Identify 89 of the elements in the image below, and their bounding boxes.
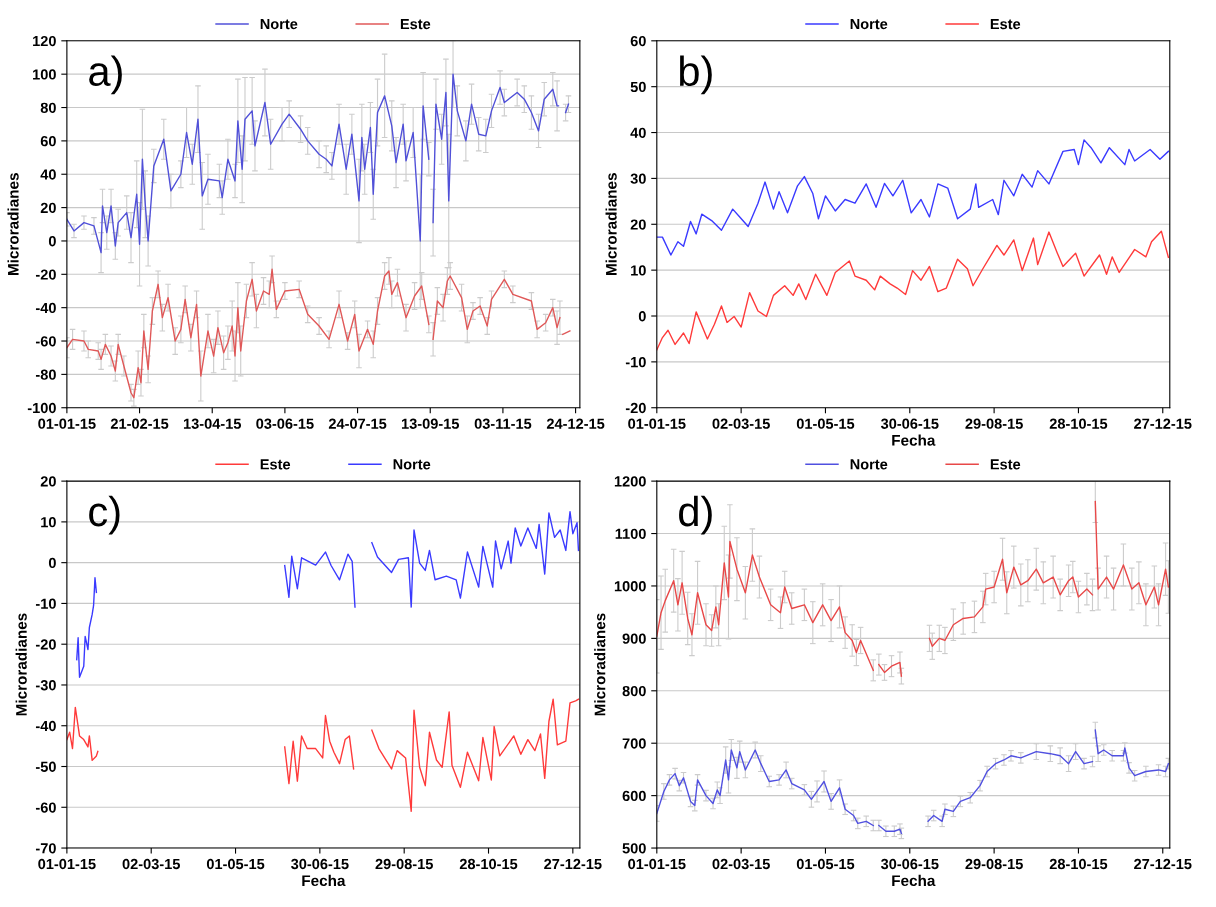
x-tick-label: 29-08-15 (965, 418, 1023, 429)
y-tick-label: -20 (625, 402, 646, 414)
x-tick-label: 24-07-15 (328, 418, 387, 429)
y-tick-label: -20 (35, 639, 56, 650)
y-tick-label: 1000 (614, 581, 646, 592)
y-tick-label: 0 (48, 557, 56, 569)
x-tick-label: 03-06-15 (256, 418, 314, 429)
y-tick-label: 60 (630, 35, 646, 47)
x-tick-label: 13-04-15 (183, 418, 242, 429)
legend-label: Norte (850, 19, 888, 30)
line-series (656, 139, 1170, 256)
x-tick-label: 27-12-15 (1134, 418, 1192, 429)
x-tick-label: 21-02-15 (110, 418, 169, 429)
y-tick-label: 40 (630, 127, 646, 138)
y-tick-label: -50 (35, 761, 56, 772)
x-tick-label: 02-03-15 (122, 858, 180, 870)
y-tick-label: -10 (625, 356, 646, 368)
y-axis-title: Microradianes (605, 173, 617, 276)
y-tick-label: 800 (622, 685, 646, 697)
x-tick-label: 01-05-15 (796, 418, 855, 429)
legend-label: Este (260, 459, 291, 470)
y-tick-label: -100 (27, 402, 56, 414)
y-tick-label: -80 (35, 369, 56, 380)
legend-label: Este (990, 19, 1021, 30)
y-tick-label: 0 (48, 236, 56, 247)
x-axis-title: Fecha (302, 874, 346, 887)
annotation: d) (679, 495, 712, 535)
y-tick-label: -10 (35, 598, 56, 609)
x-tick-label: 01-01-15 (628, 418, 686, 429)
legend-label: Norte (850, 459, 888, 470)
y-tick-label: -70 (35, 843, 56, 854)
y-tick-label: 0 (638, 311, 646, 322)
y-tick-label: 120 (33, 35, 56, 47)
y-tick-label: 20 (40, 476, 56, 487)
y-tick-label: 80 (40, 102, 56, 113)
y-tick-label: -30 (35, 680, 56, 691)
y-tick-label: 1100 (615, 528, 646, 539)
x-tick-label: 28-10-15 (459, 858, 518, 870)
x-tick-label: 27-12-15 (544, 858, 602, 870)
annotation: b) (680, 55, 712, 95)
y-tick-label: 50 (630, 81, 646, 93)
x-axis-title: Fecha (892, 434, 936, 446)
y-tick-label: 30 (630, 173, 646, 184)
y-tick-label: -40 (35, 720, 56, 732)
x-tick-label: 28-10-15 (1049, 858, 1108, 870)
x-axis-title: Fecha (892, 874, 936, 887)
x-tick-label: 28-10-15 (1049, 418, 1108, 429)
x-tick-label: 13-09-15 (401, 418, 460, 429)
y-tick-label: 1200 (614, 476, 646, 487)
y-axis-title: Microradianes (594, 613, 606, 716)
x-tick-label: 29-08-15 (375, 858, 433, 870)
x-tick-label: 30-06-15 (291, 858, 349, 870)
y-tick-label: 10 (631, 265, 646, 276)
x-tick-label: 30-06-15 (880, 418, 939, 429)
x-tick-label: 27-12-15 (1134, 858, 1192, 870)
x-tick-label: 01-05-15 (796, 858, 855, 870)
legend-label: Este (990, 459, 1021, 470)
y-axis-title: Microradianes (7, 173, 19, 276)
line-series (656, 230, 1170, 351)
x-tick-label: 02-03-15 (712, 418, 770, 429)
y-tick-label: 500 (622, 843, 646, 854)
y-tick-label: 20 (40, 202, 56, 214)
y-tick-label: 60 (40, 135, 56, 147)
x-tick-label: 30-06-15 (880, 858, 939, 870)
x-tick-label: 01-05-15 (206, 858, 265, 870)
y-tick-label: 600 (622, 790, 646, 802)
legend-label: Este (400, 19, 431, 30)
y-tick-label: 900 (622, 633, 646, 644)
y-axis-title: Microradianes (15, 613, 27, 716)
y-tick-label: -60 (35, 336, 56, 347)
annotation: a) (89, 55, 122, 95)
x-tick-label: 02-03-15 (712, 858, 770, 870)
x-tick-label: 01-01-15 (628, 858, 686, 870)
legend-label: Norte (393, 459, 431, 470)
y-tick-label: -40 (35, 302, 56, 314)
y-tick-label: -60 (35, 802, 56, 813)
y-tick-label: 40 (40, 169, 56, 180)
y-tick-label: 700 (622, 738, 646, 749)
y-tick-label: 100 (33, 69, 56, 80)
y-tick-label: 20 (630, 219, 646, 230)
x-tick-label: 29-08-15 (965, 858, 1023, 870)
annotation: c) (89, 495, 120, 535)
legend-label: Norte (260, 19, 298, 30)
x-tick-label: 01-01-15 (38, 858, 96, 870)
x-tick-label: 03-11-15 (474, 418, 532, 429)
y-tick-label: 10 (41, 516, 56, 528)
x-tick-label: 24-12-15 (546, 418, 605, 429)
x-tick-label: 01-01-15 (38, 418, 96, 429)
y-tick-label: -20 (35, 269, 56, 280)
